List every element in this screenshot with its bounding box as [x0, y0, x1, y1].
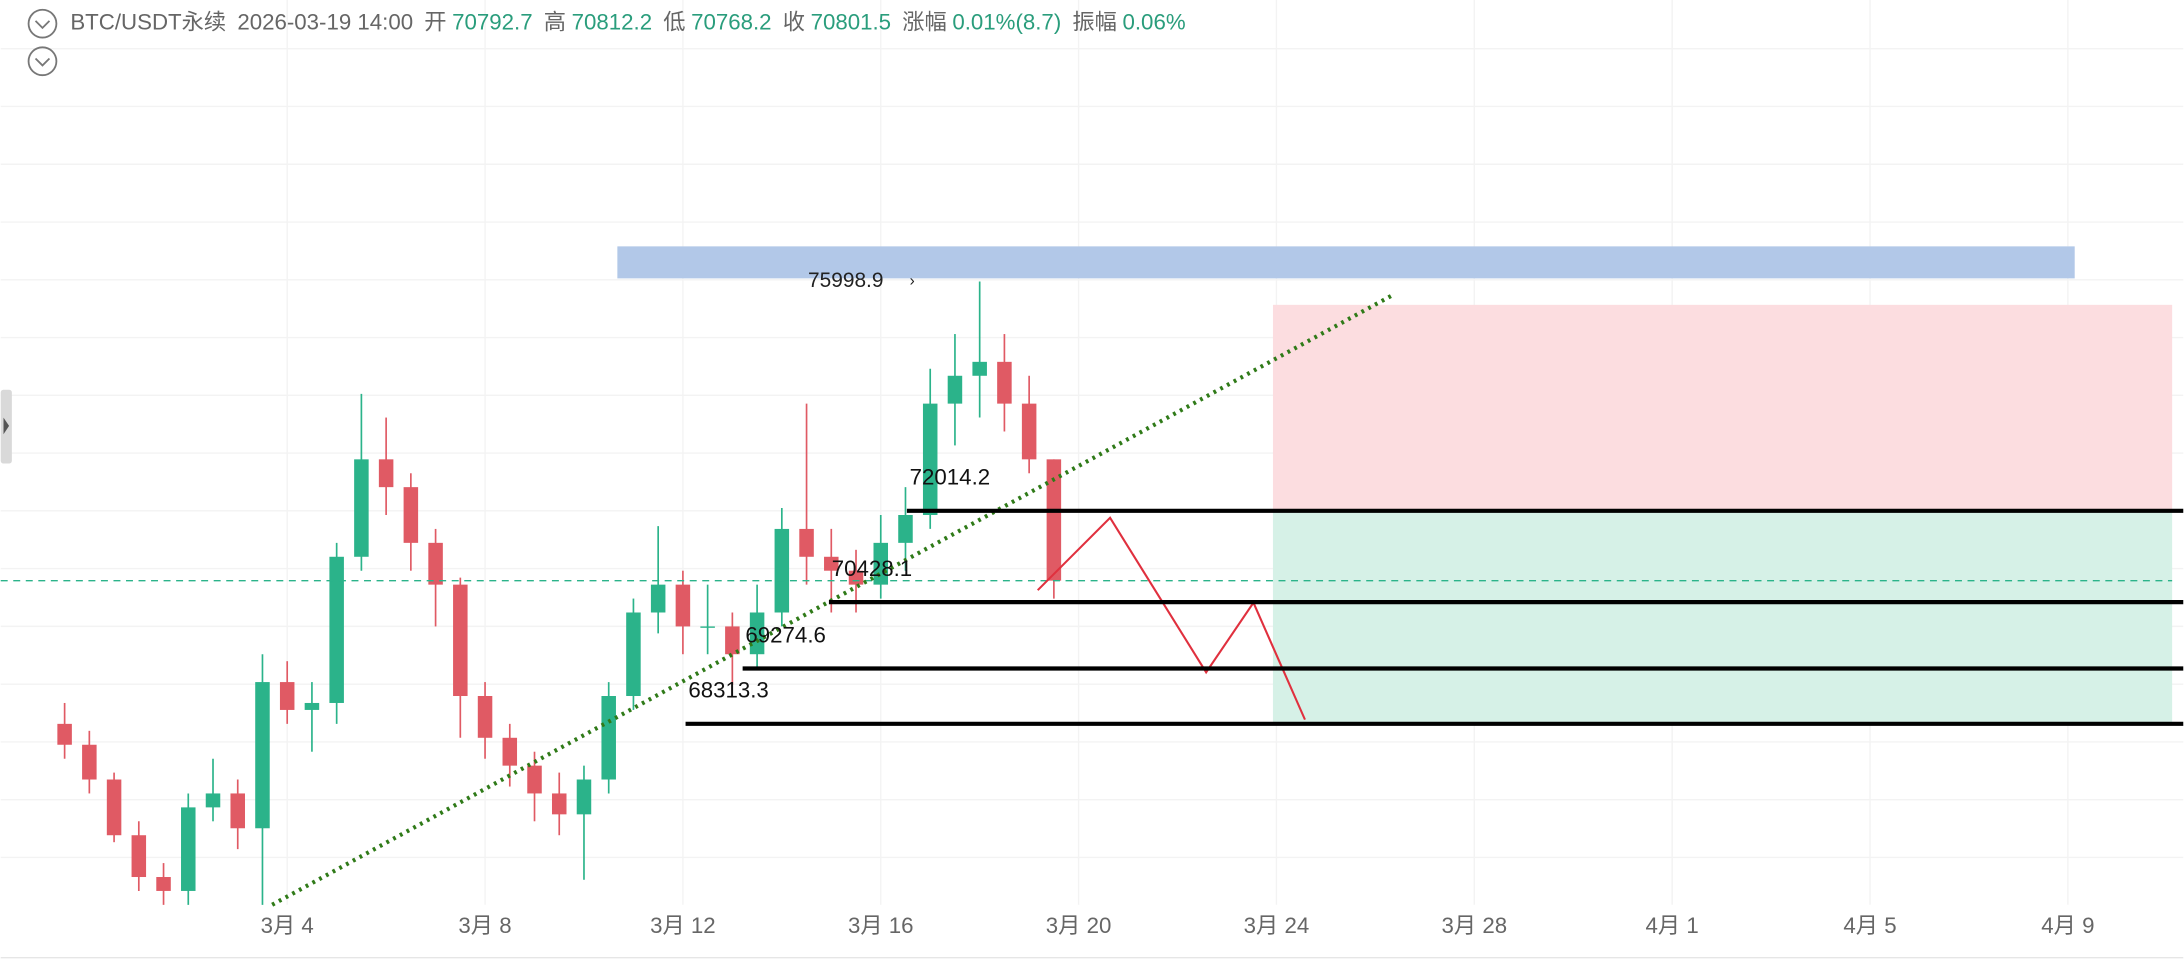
x-tick-label: 3月 16 [848, 913, 914, 938]
candle-body [131, 835, 147, 878]
high-label: 75998.9 [808, 269, 883, 292]
header-field: 振幅 [1072, 10, 1117, 35]
candle-body [551, 793, 567, 815]
candle-body [749, 612, 765, 655]
candle-body [205, 793, 221, 808]
header-field: 70812.2 [572, 10, 653, 35]
candle-body [774, 528, 790, 613]
header-field: 收 [783, 10, 805, 35]
header-field: BTC/USDT永续 [70, 10, 226, 35]
x-tick-label: 3月 4 [261, 913, 314, 938]
candle-body [626, 612, 641, 697]
header-field: 涨幅 [902, 10, 947, 35]
candle-body [824, 556, 839, 571]
x-tick-label: 3月 12 [650, 913, 716, 938]
candle-body [403, 487, 419, 543]
level-label: 69274.6 [745, 622, 825, 647]
projection-path [1036, 516, 1306, 721]
candle-body [1021, 403, 1037, 460]
candle-body [601, 696, 616, 780]
candle-body [527, 765, 542, 794]
candle-body [848, 570, 864, 585]
candle-body [279, 682, 295, 710]
x-tick-label: 4月 9 [2041, 913, 2094, 938]
risk-zone [1272, 304, 2173, 511]
resistance-zone [617, 246, 2075, 279]
header-field: 开 [424, 10, 446, 35]
candle-body [725, 626, 740, 655]
chevron [34, 57, 51, 67]
candle-body [57, 723, 72, 745]
header-field: 低 [663, 10, 685, 35]
candle-body [502, 737, 518, 766]
reward-zone [1272, 510, 2173, 724]
header-field: 2026-03-19 14:00 [237, 10, 413, 35]
candle-body [947, 375, 963, 404]
candle-body [378, 459, 394, 488]
candle-body [997, 361, 1012, 404]
candle-body [304, 702, 320, 710]
x-tick-label: 3月 20 [1046, 913, 1112, 938]
collapse-button[interactable] [27, 8, 58, 39]
x-tick-label: 3月 28 [1442, 913, 1508, 938]
header-field: 70801.5 [811, 10, 891, 35]
levels: 75998.9 › 72014.2 70428.1 69274.6 68313.3 [685, 269, 2184, 726]
x-tick-label: 3月 24 [1244, 913, 1310, 938]
candle-body [453, 584, 468, 697]
candle-body [82, 744, 97, 780]
level-label: 70428.1 [832, 556, 912, 581]
candle-body [181, 807, 196, 891]
candle-body [477, 696, 493, 738]
header-field: 70768.2 [691, 10, 772, 35]
candle-body [972, 361, 987, 376]
header-field: 70792.7 [452, 10, 533, 35]
x-tick-label: 3月 8 [458, 913, 511, 938]
candle-body [156, 877, 171, 891]
candle-body [576, 779, 592, 815]
trend-line [271, 293, 1394, 907]
level-label: 72014.2 [910, 465, 990, 490]
candle-body [354, 459, 369, 557]
header-field: 0.01%(8.7) [952, 10, 1061, 35]
candle-body [1046, 459, 1062, 581]
candle-body [799, 528, 814, 557]
chevron [34, 20, 51, 30]
header-field: 高 [544, 10, 566, 35]
x-tick-label: 4月 1 [1646, 913, 1699, 938]
indicator-toggle[interactable] [27, 46, 58, 77]
level-label: 68313.3 [688, 678, 768, 703]
header: BTC/USDT永续 2026-03-19 14:00 开 70792.7 高 70812… [70, 10, 1185, 35]
candle-body [922, 403, 938, 515]
x-tick-label: 4月 5 [1843, 913, 1896, 938]
candles [0, 281, 2173, 905]
high-pointer: › [910, 273, 915, 290]
header-field: 0.06% [1123, 10, 1186, 35]
toggle-icon [27, 46, 58, 77]
candle-body [230, 793, 245, 829]
candle-body [700, 626, 715, 628]
collapse-icon [27, 8, 58, 39]
candle-body [106, 779, 122, 836]
candle-body [898, 514, 913, 543]
x-axis: 3月 4 3月 8 3月 12 3月 16 3月 20 3月 24 3月 28 4月 1 4月 … [261, 913, 2095, 938]
side-tab-arrow [3, 417, 10, 435]
candle-body [329, 556, 344, 703]
candle-body [650, 584, 666, 613]
candle-body [255, 682, 270, 829]
candle-body [675, 584, 691, 627]
candle-body [428, 542, 443, 585]
